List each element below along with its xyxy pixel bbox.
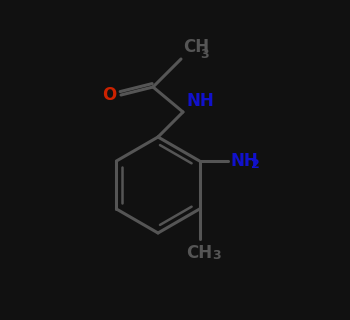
Text: CH: CH	[187, 244, 213, 262]
Text: NH: NH	[231, 152, 258, 170]
Text: 3: 3	[200, 48, 209, 61]
Text: O: O	[102, 86, 116, 104]
Text: CH: CH	[183, 38, 209, 56]
Text: NH: NH	[186, 92, 214, 110]
Text: 2: 2	[251, 158, 259, 172]
Text: 3: 3	[212, 249, 221, 262]
